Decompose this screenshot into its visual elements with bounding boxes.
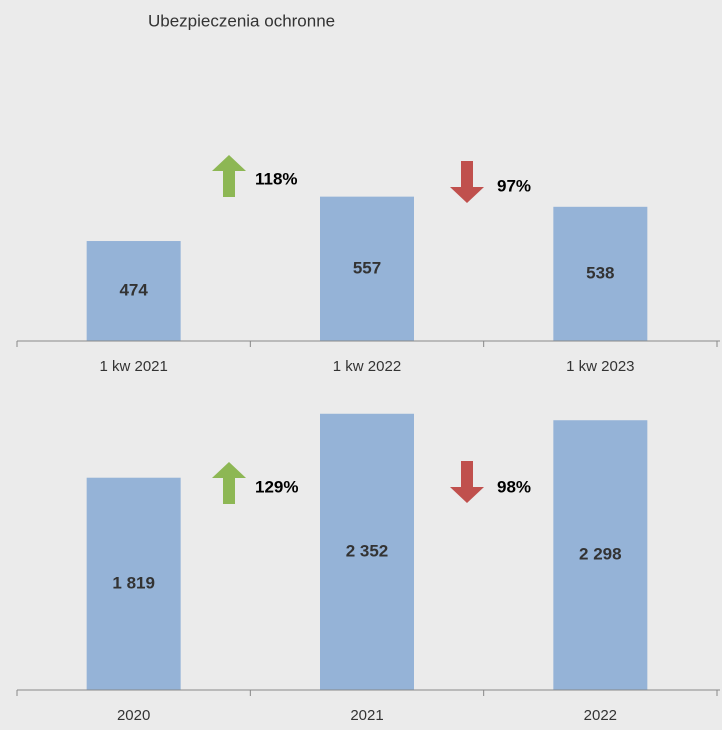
annotation: 118%	[255, 169, 298, 188]
value-label: 2 298	[579, 545, 622, 564]
bar	[553, 206, 648, 341]
value-label: 2 352	[346, 541, 389, 560]
value-label: 557	[353, 258, 381, 277]
x-tick-label: 2022	[584, 707, 617, 724]
value-label: 538	[586, 263, 614, 282]
value-label: 474	[119, 280, 148, 299]
value-label: 1 819	[112, 573, 155, 592]
annotation: 98%	[497, 477, 531, 496]
annotation: 129%	[255, 477, 298, 496]
arrow	[212, 155, 246, 197]
x-tick-label: 1 kw 2021	[99, 358, 167, 375]
bar	[553, 420, 648, 690]
bar	[86, 477, 181, 690]
arrow	[450, 461, 484, 503]
bar	[320, 196, 414, 341]
arrow	[212, 462, 246, 504]
x-tick-label: 1 kw 2023	[566, 358, 634, 375]
chart-title: Ubezpieczenia ochronne	[148, 11, 335, 30]
x-tick-label: 2020	[117, 707, 150, 724]
arrow	[450, 161, 484, 203]
bar	[86, 241, 181, 341]
bar	[320, 413, 414, 690]
annotation: 97%	[497, 176, 531, 195]
x-tick-label: 1 kw 2022	[333, 358, 401, 375]
x-tick-label: 2021	[350, 707, 383, 724]
